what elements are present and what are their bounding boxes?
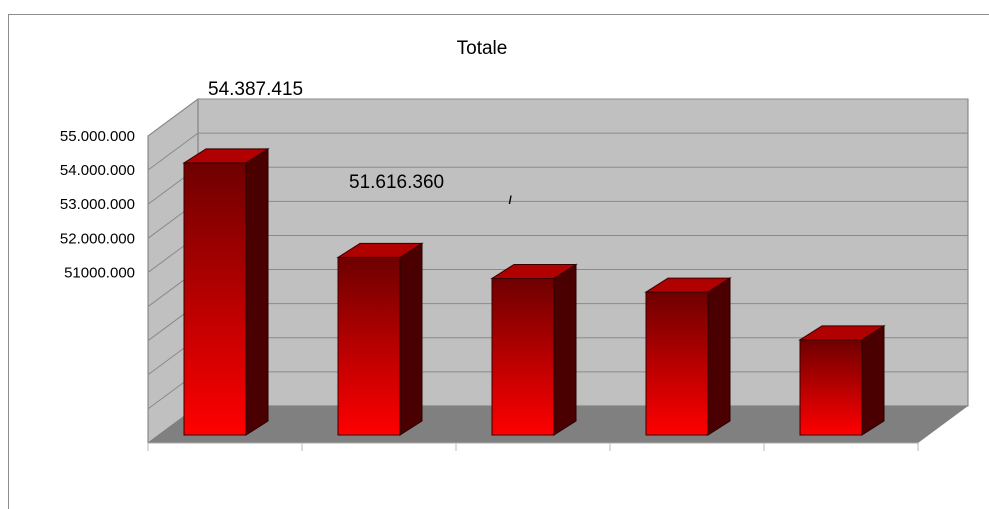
data-labels: 54.387.415 51.616.360 bbox=[208, 79, 444, 193]
y-tick-label: 52.000.000 bbox=[60, 230, 135, 247]
bar bbox=[182, 147, 270, 436]
bar-top bbox=[336, 242, 424, 258]
y-tick-label: 51000.000 bbox=[64, 264, 135, 281]
bar-top bbox=[182, 148, 270, 164]
y-tick-label: 53.000.000 bbox=[60, 196, 135, 213]
bar-front bbox=[799, 339, 863, 436]
bar-side bbox=[245, 147, 269, 436]
bar-front bbox=[337, 256, 401, 436]
gridline bbox=[147, 98, 968, 137]
data-label: 51.616.360 bbox=[349, 172, 444, 193]
bars bbox=[182, 147, 886, 436]
bar-front bbox=[491, 277, 555, 436]
bar-front bbox=[183, 162, 247, 436]
bar bbox=[644, 277, 732, 436]
bar bbox=[336, 242, 424, 436]
bar-side bbox=[707, 277, 731, 436]
bar bbox=[798, 324, 886, 436]
chart-frame bbox=[8, 14, 989, 509]
y-tick-label: 54.000.000 bbox=[60, 162, 135, 179]
bar-side bbox=[553, 263, 577, 436]
chart-title: Totale bbox=[457, 38, 508, 59]
gridline bbox=[147, 132, 968, 171]
bar-top bbox=[644, 277, 732, 293]
bar-top bbox=[490, 263, 578, 279]
y-tick-label: 55.000.000 bbox=[60, 128, 135, 145]
bar-front bbox=[645, 291, 709, 436]
data-label: 54.387.415 bbox=[208, 79, 303, 100]
bar-side bbox=[861, 324, 885, 436]
bar bbox=[490, 263, 578, 436]
y-axis-ticks: 51000.000 52.000.000 53.000.000 54.000.000 5… bbox=[60, 128, 135, 281]
bar-side bbox=[399, 242, 423, 436]
stray-mark: ı bbox=[508, 191, 512, 208]
bar-top bbox=[798, 325, 886, 341]
